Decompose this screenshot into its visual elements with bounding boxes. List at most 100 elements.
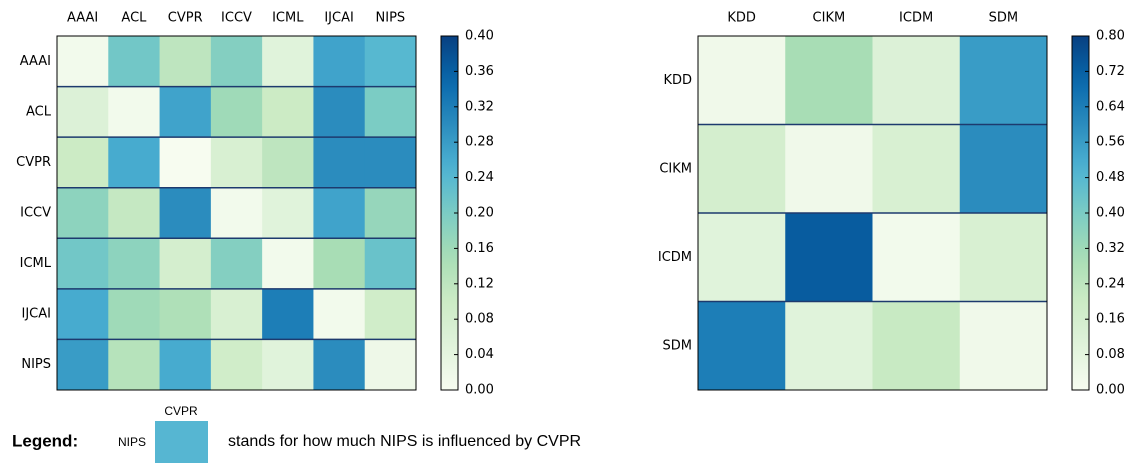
y-tick-label: KDD [663, 73, 692, 88]
heatmap-cell [159, 288, 212, 340]
heatmap-cell [159, 339, 212, 391]
y-tick-label: CVPR [16, 155, 51, 170]
y-tick-label: SDM [663, 338, 692, 353]
heatmap-cell [959, 124, 1048, 214]
heatmap-cell [262, 137, 314, 189]
x-tick-label: IJCAI [324, 11, 353, 26]
heatmap-cell [959, 36, 1048, 125]
heatmap-cell [785, 36, 873, 125]
colorbar-tick-label: 0.80 [1096, 29, 1125, 44]
colorbar-tick-label: 0.00 [465, 383, 494, 398]
heatmap-cell [364, 86, 417, 138]
heatmap-cell [262, 238, 314, 290]
colorbar-tick-label: 0.36 [465, 64, 494, 79]
heatmap-cell [313, 36, 366, 88]
colorbar-tick-label: 0.04 [465, 347, 494, 362]
colorbar-tick-label: 0.32 [1096, 241, 1125, 256]
colorbar-tick-label: 0.40 [465, 29, 494, 44]
heatmap-cell [313, 187, 366, 239]
heatmap-cell [159, 187, 212, 239]
colorbar-tick-label: 0.72 [1096, 64, 1125, 79]
heatmap-cell [210, 238, 263, 290]
heatmap-cell [364, 339, 417, 391]
heatmap-cell [57, 187, 109, 239]
legend-title: Legend: [12, 431, 78, 450]
heatmap-cell [210, 339, 263, 391]
heatmap-cell [210, 288, 263, 340]
colorbar-tick-label: 0.56 [1096, 135, 1125, 150]
heatmap-cell [872, 124, 961, 214]
heatmap-cell [210, 86, 263, 138]
heatmap-cell [262, 86, 314, 138]
heatmap-cell [872, 301, 961, 391]
heatmap-cell [698, 124, 786, 214]
heatmap-cell [364, 36, 417, 88]
plot-frame [697, 35, 1048, 391]
heatmap-cell [57, 339, 109, 391]
heatmap-cell [108, 238, 161, 290]
heatmap-cell [872, 213, 961, 302]
heatmap-cell [210, 36, 263, 88]
heatmap-cell [57, 137, 109, 189]
x-tick-label: CIKM [813, 11, 846, 26]
heatmap-cell [262, 339, 314, 391]
heatmap-cell [159, 238, 212, 290]
x-tick-label: NIPS [376, 11, 406, 26]
colorbar-tick-label: 0.08 [1096, 347, 1125, 362]
x-tick-label: SDM [989, 11, 1018, 26]
heatmap-cell [108, 86, 161, 138]
heatmap-cell [108, 288, 161, 340]
heatmap-cell [313, 86, 366, 138]
y-tick-label: NIPS [21, 357, 51, 372]
heatmap-cell [698, 36, 786, 125]
legend-col-label: CVPR [164, 404, 198, 418]
heatmap-cell [959, 213, 1048, 302]
heatmap-cell [364, 137, 417, 189]
heatmap-cell [364, 238, 417, 290]
x-tick-label: ICDM [899, 11, 933, 26]
heatmap-cell [313, 339, 366, 391]
y-tick-label: ICCV [20, 206, 51, 221]
heatmap-cell [698, 213, 786, 302]
heatmap-cell [108, 36, 161, 88]
y-tick-label: ICML [20, 256, 52, 271]
y-tick-label: ICDM [658, 250, 692, 265]
heatmap-cell [262, 187, 314, 239]
colorbar-tick-label: 0.40 [1096, 206, 1125, 221]
legend-text: stands for how much NIPS is influenced b… [228, 433, 581, 450]
heatmap-cell [57, 86, 109, 138]
heatmap-cell [210, 187, 263, 239]
legend-row-label: NIPS [118, 435, 146, 449]
colorbar-tick-label: 0.16 [1096, 312, 1125, 327]
colorbar-tick-label: 0.28 [465, 135, 494, 150]
heatmap-cell [108, 187, 161, 239]
colorbar-tick-label: 0.00 [1096, 383, 1125, 398]
heatmap-cell [159, 86, 212, 138]
heatmap-cell [159, 137, 212, 189]
colorbar-tick-label: 0.24 [1096, 276, 1125, 291]
colorbar-tick-label: 0.48 [1096, 170, 1125, 185]
colorbar-tick-label: 0.16 [465, 241, 494, 256]
heatmap-cell [57, 238, 109, 290]
heatmap-cell [313, 238, 366, 290]
y-tick-label: ACL [26, 104, 52, 119]
heatmap-cell [364, 288, 417, 340]
x-tick-label: ACL [121, 11, 147, 26]
heatmap-cell [785, 213, 873, 302]
colorbar-tick-label: 0.20 [465, 206, 494, 221]
heatmap-cell [785, 124, 873, 214]
y-tick-label: IJCAI [22, 307, 51, 322]
y-tick-label: AAAI [20, 54, 51, 69]
heatmap-cell [108, 137, 161, 189]
y-tick-label: CIKM [659, 161, 692, 176]
plot-frame [56, 35, 417, 391]
x-tick-label: CVPR [168, 11, 203, 26]
x-tick-label: AAAI [67, 11, 98, 26]
x-tick-label: KDD [727, 11, 756, 26]
legend-swatch [155, 421, 208, 463]
heatmap-cell [57, 36, 109, 88]
heatmap-cell [108, 339, 161, 391]
heatmap-cell [159, 36, 212, 88]
colorbar-tick-label: 0.24 [465, 170, 494, 185]
